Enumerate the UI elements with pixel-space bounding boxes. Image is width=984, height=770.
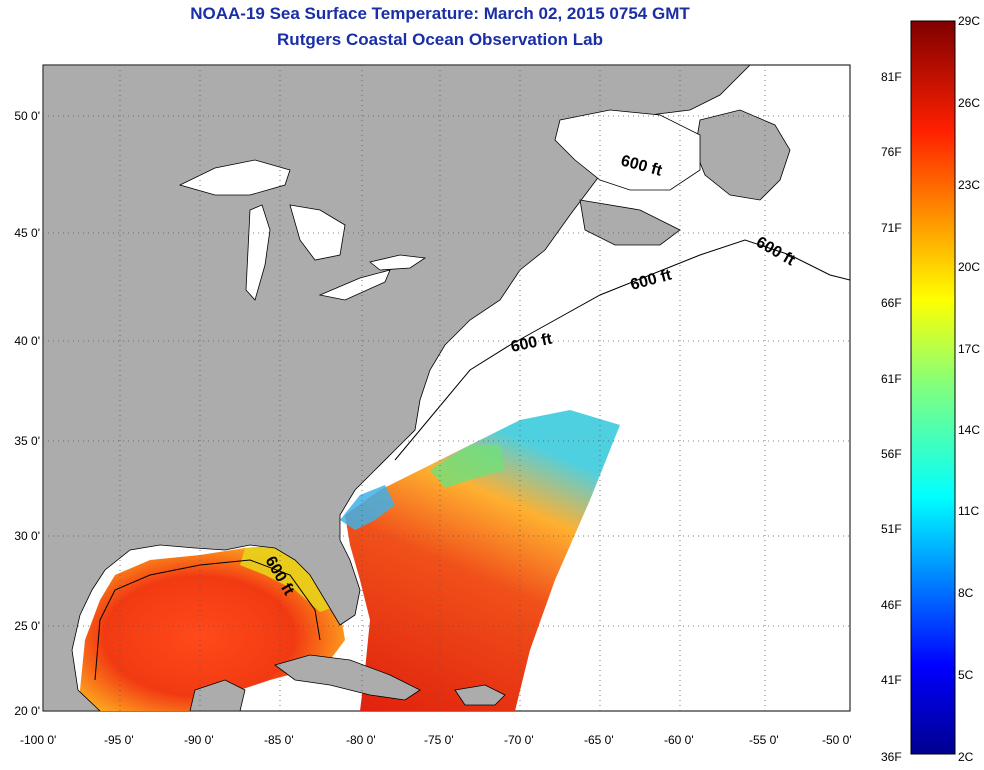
lon-tick-70: -70 0' [504,733,534,747]
cb-label-11c: 11C [958,504,980,518]
lat-tick-20: 20 0' [14,704,40,718]
cb-label-41f: 41F [881,673,902,687]
lon-tick-100: -100 0' [20,733,57,747]
cb-label-8c: 8C [958,586,974,600]
cb-label-71f: 71F [881,221,902,235]
cb-label-29c: 29C [958,14,981,28]
lake-huron [289,204,346,261]
cb-label-36f: 36F [881,750,902,764]
cb-label-26c: 26C [958,96,981,110]
lake-ontario [369,254,427,271]
colorbar [910,20,956,755]
cb-label-51f: 51F [881,522,902,536]
lon-tick-95: -95 0' [104,733,134,747]
gulf-of-st-lawrence [554,109,701,191]
lon-tick-65: -65 0' [584,733,614,747]
lon-tick-55: -55 0' [749,733,779,747]
cb-label-2c: 2C [958,750,974,764]
lon-tick-85: -85 0' [264,733,294,747]
map-title: NOAA-19 Sea Surface Temperature: March 0… [190,4,690,23]
lon-tick-75: -75 0' [424,733,454,747]
nova-scotia-land [579,199,681,246]
lat-axis: 50 0' 45 0' 40 0' 35 0' 30 0' 25 0' 20 0… [0,0,40,770]
lat-tick-35: 35 0' [14,434,40,448]
cb-label-46f: 46F [881,598,902,612]
cb-label-17c: 17C [958,342,981,356]
cb-label-56f: 56F [881,447,902,461]
cb-label-66f: 66F [881,296,902,310]
gulf-of-mexico-sst [80,545,345,711]
yucatan-land [189,679,246,711]
cb-label-76f: 76F [881,145,902,159]
florida-shelf-sst [240,545,340,612]
lon-tick-90: -90 0' [184,733,214,747]
cb-label-23c: 23C [958,178,981,192]
hispaniola-land [454,684,506,706]
shelf-green-patches [430,445,505,488]
lake-michigan [245,204,271,301]
atlantic-sst-swath [345,410,620,711]
north-america-land [43,65,751,711]
cb-label-5c: 5C [958,668,974,682]
cb-label-61f: 61F [881,372,902,386]
cb-label-14c: 14C [958,423,981,437]
map-subtitle: Rutgers Coastal Ocean Observation Lab [277,30,603,49]
lat-tick-25: 25 0' [14,619,40,633]
cb-label-20c: 20C [958,260,981,274]
lon-tick-50: -50 0' [822,733,852,747]
lat-tick-30: 30 0' [14,529,40,543]
lake-erie [318,269,391,301]
lon-tick-80: -80 0' [346,733,376,747]
lat-tick-40: 40 0' [14,334,40,348]
cool-shelf-water [340,485,395,530]
cuba-land [274,654,421,701]
lon-tick-60: -60 0' [664,733,694,747]
cb-label-81f: 81F [881,70,902,84]
lat-tick-50: 50 0' [14,109,40,123]
lat-tick-45: 45 0' [14,226,40,240]
lake-superior [178,159,291,196]
